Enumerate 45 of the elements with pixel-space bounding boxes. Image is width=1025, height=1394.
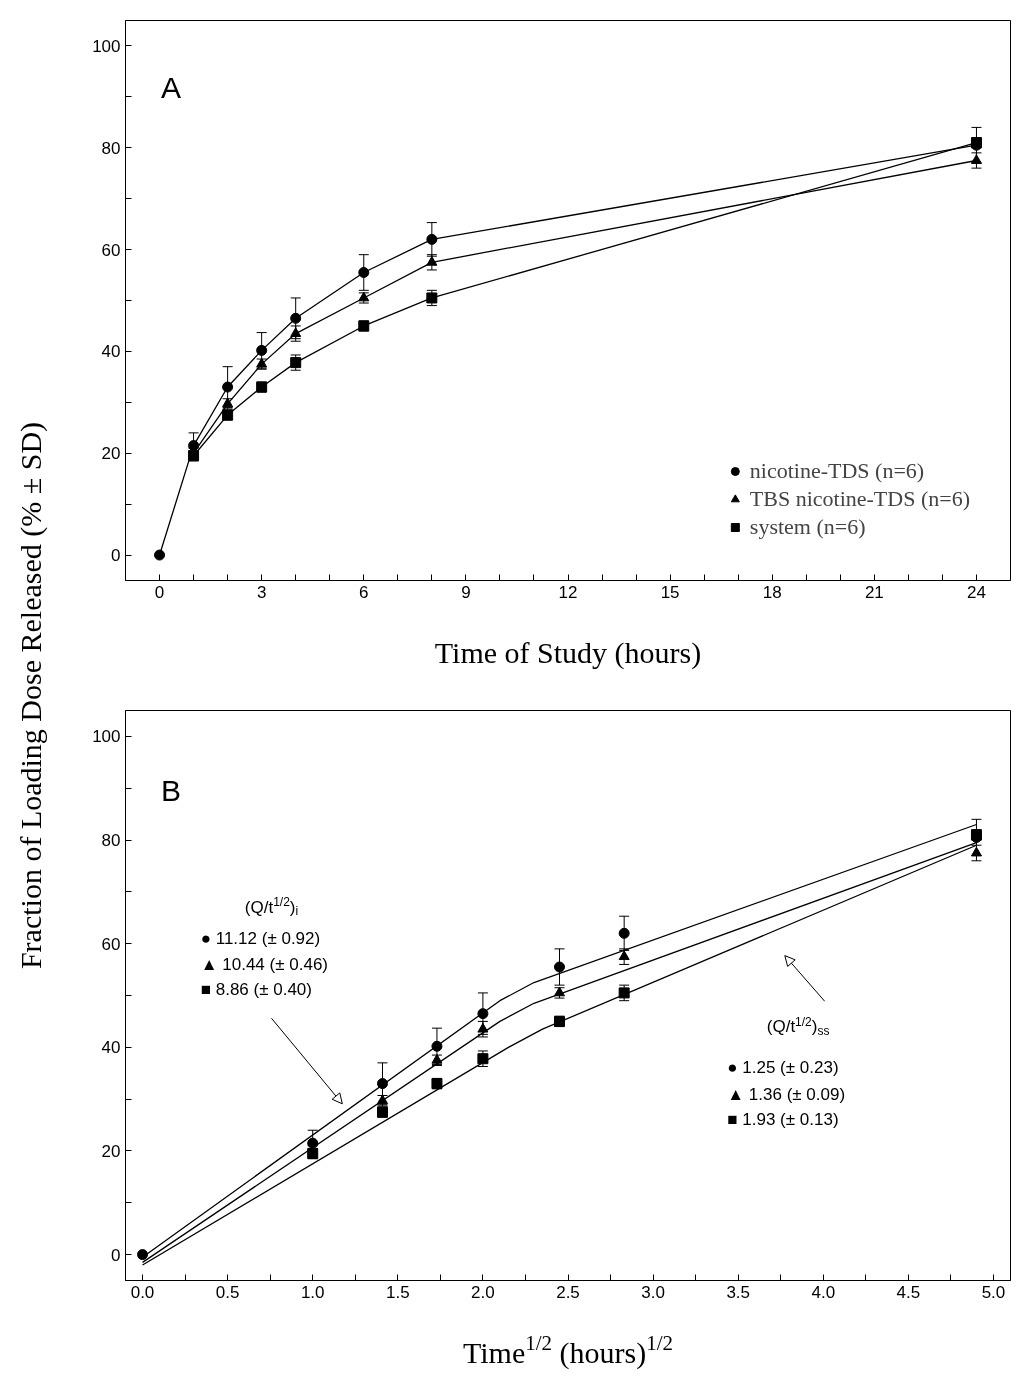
y-tick-label: 100 [92,36,121,56]
x-tick-label: 18 [762,582,782,602]
x-tick-label: 3.5 [726,1282,751,1302]
x-tick-label: 6 [359,582,369,602]
x-tick-label: 0.0 [130,1282,155,1302]
x-tick-label: 3.0 [641,1282,665,1302]
y-tick-label: 100 [92,727,121,747]
y-tick-label: 60 [101,240,121,260]
x-tick-label: 12 [558,582,578,602]
y-tick-label: 80 [101,138,121,158]
x-tick-label: 0 [154,582,165,602]
y-tick-label: 20 [101,444,121,464]
x-tick-label: 1.0 [300,1282,325,1302]
y-tick-label: 0 [111,546,121,566]
annotation: ▲ 10.44 (± 0.46) [200,954,329,974]
x-tick-label: 4.0 [811,1282,836,1302]
x-tick-label: 5.0 [981,1282,1006,1302]
annotation: B [160,773,181,807]
y-axis-title: Fraction of Loading Dose Released (% ± SD) [14,421,49,970]
y-tick-label: 60 [101,934,121,954]
x-tick-label: 2.5 [556,1282,580,1302]
x-tick-label: 9 [461,582,471,602]
x-tick-label: 4.5 [896,1282,921,1302]
x-tick-label: 3 [256,582,267,602]
y-tick-label: 0 [111,1245,121,1265]
legend-label: system (n=6) [749,514,866,540]
y-tick-label: 80 [101,831,121,851]
x-tick-label: 21 [864,582,884,602]
annotation: ■ 1.93 (± 0.13) [727,1110,839,1130]
annotation: ▲ 1.36 (± 0.09) [727,1084,846,1104]
annotation: A [160,71,181,105]
annotation: ■ 8.86 (± 0.40) [200,980,312,1000]
annotation: ● 11.12 (± 0.92) [200,929,321,948]
legend-label: nicotine-TDS (n=6) [749,458,925,484]
x-tick-label: 24 [967,582,986,602]
x-tick-label: 1.5 [385,1282,410,1302]
legend-label: TBS nicotine-TDS (n=6) [749,486,970,512]
x-axis-title: Time of Study (hours) [434,635,702,670]
annotation: ● 1.25 (± 0.23) [727,1058,839,1078]
x-tick-label: 2.0 [471,1282,495,1302]
y-tick-label: 40 [101,342,121,362]
x-tick-label: 0.5 [215,1282,240,1302]
y-tick-label: 40 [101,1038,121,1058]
y-tick-label: 20 [101,1141,121,1161]
x-tick-label: 15 [660,582,680,602]
